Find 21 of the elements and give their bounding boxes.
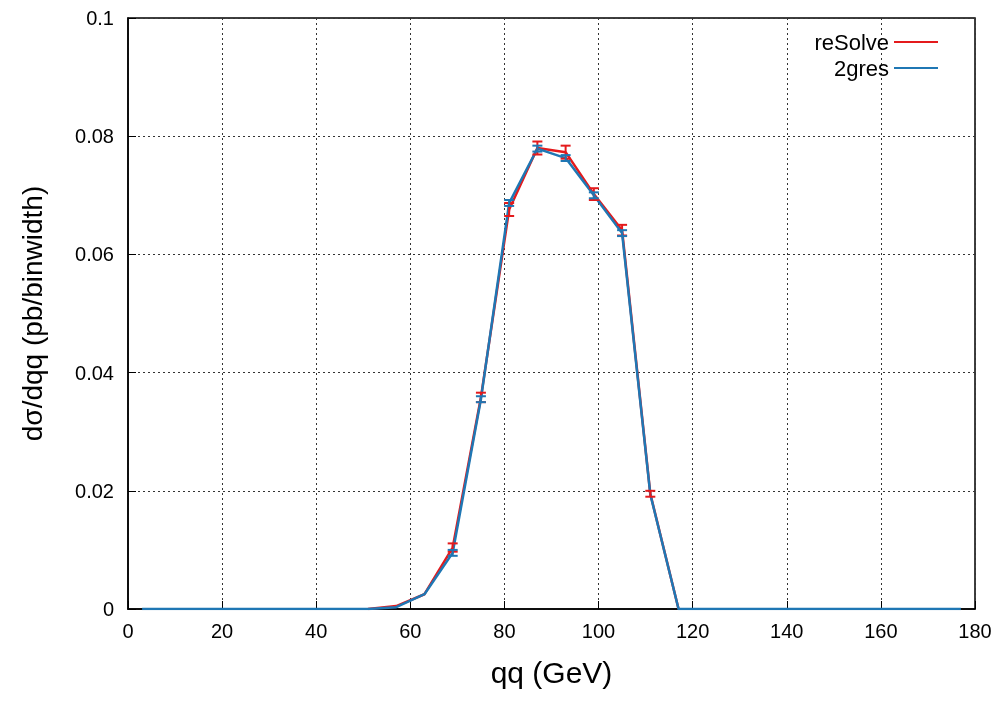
- y-tick-label: 0.1: [86, 7, 114, 29]
- y-tick-label: 0: [102, 598, 114, 620]
- x-tick-label: 0: [122, 620, 134, 642]
- x-tick-label: 80: [493, 620, 516, 642]
- y-tick-label: 0.08: [75, 125, 114, 148]
- x-axis-title: qq (GeV): [490, 655, 613, 689]
- line-series: [140, 147, 963, 611]
- x-tick-label: 120: [675, 620, 710, 642]
- y-tick-label: 0.02: [75, 479, 114, 502]
- y-tick-label: 0.04: [75, 361, 114, 384]
- x-tick-label: 60: [399, 620, 422, 642]
- x-tick-label: 180: [958, 620, 992, 642]
- y-tick-label: 0.06: [75, 243, 114, 266]
- y-axis-title: dσ/dqq (pb/binwidth): [16, 185, 48, 442]
- x-tick-label: 20: [210, 620, 234, 642]
- x-tick-label: 140: [770, 620, 804, 642]
- legend-label: 2gres: [833, 55, 889, 81]
- x-tick-label: 40: [305, 620, 328, 642]
- legend-label: reSolve: [814, 29, 889, 55]
- x-tick-label: 160: [864, 620, 898, 642]
- x-tick-label: 100: [581, 620, 616, 642]
